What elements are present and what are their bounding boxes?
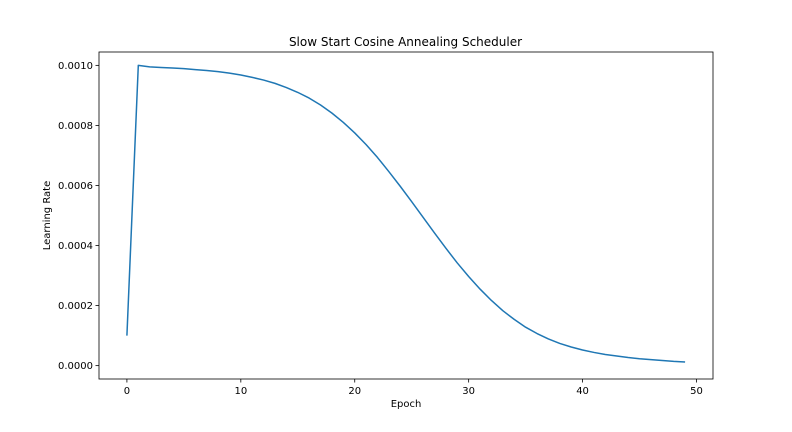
chart-title: Slow Start Cosine Annealing Scheduler	[289, 35, 522, 49]
series-layer	[126, 64, 686, 363]
plot-area: 0 10 20 30 40 50 0.00000.00020.00040.00060.00…	[58, 51, 714, 397]
x-tick-label: 0	[124, 386, 130, 397]
x-tick-label: 30	[462, 386, 475, 397]
x-axis: 0 10 20 30 40 50	[124, 379, 703, 397]
y-axis: 0.0000 0.0002 0.0004 0.0006 0.0008 0.0010	[58, 61, 99, 372]
y-tick-label: 0.0006	[58, 181, 93, 192]
x-axis-label: Epoch	[391, 399, 422, 410]
y-tick-label: 0.0004	[58, 241, 93, 252]
y-tick-label: 0.0000	[58, 361, 93, 372]
y-tick-label: 0.0008	[58, 121, 93, 132]
x-tick-label: 10	[234, 386, 247, 397]
y-axis-label: Learning Rate	[42, 181, 53, 251]
series-line-0	[126, 64, 686, 363]
axes-frame	[98, 51, 714, 380]
x-tick-label: 50	[690, 386, 703, 397]
x-tick-label: 40	[576, 386, 589, 397]
x-tick-label: 20	[348, 386, 361, 397]
y-tick-label: 0.0010	[58, 61, 93, 72]
y-tick-label: 0.0002	[58, 301, 93, 312]
